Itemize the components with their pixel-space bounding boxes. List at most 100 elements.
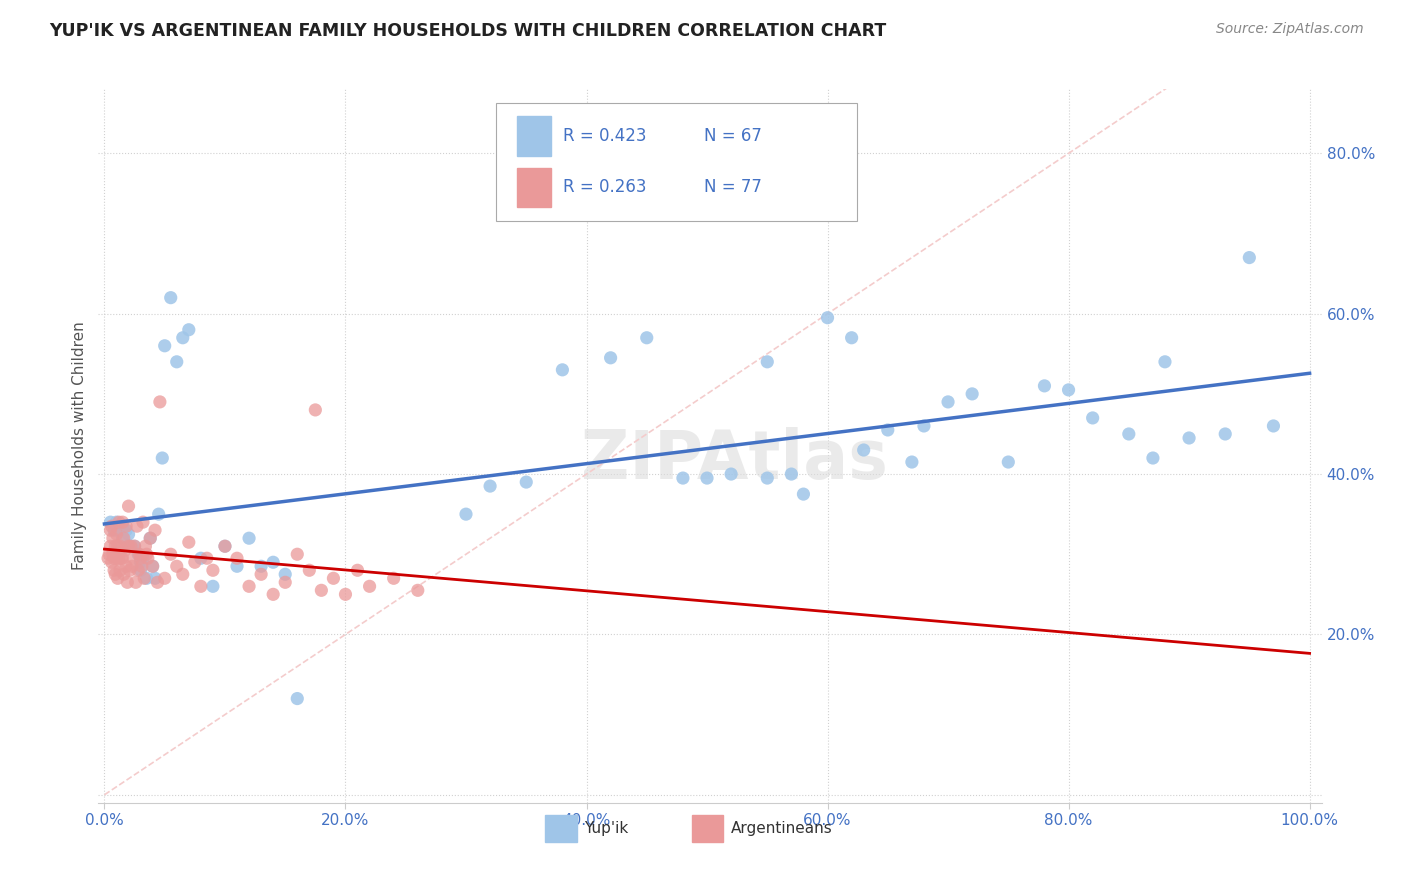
Point [406,583,429,598]
Point [107,539,129,553]
Point [104,539,127,553]
Point [111,531,134,545]
Point [817,310,839,325]
Point [134,571,156,585]
Point [190,551,212,566]
Point [134,539,156,553]
Point [124,539,146,553]
Point [172,567,194,582]
Point [143,523,166,537]
Point [115,519,138,533]
Point [262,587,284,601]
Point [159,291,181,305]
Point [177,535,200,549]
Point [780,467,803,481]
Point [335,587,357,601]
Point [121,559,143,574]
Point [108,515,131,529]
Point [135,547,157,561]
Point [756,355,779,369]
Text: ZIPAtlas: ZIPAtlas [581,427,889,493]
Bar [517,168,551,207]
Text: N = 67: N = 67 [704,127,762,145]
Point [139,531,162,545]
Point [720,467,742,481]
Point [1263,419,1285,434]
Point [1142,450,1164,465]
Point [201,579,224,593]
Y-axis label: Family Households with Children: Family Households with Children [72,322,87,570]
Point [1178,431,1201,445]
Text: Yup'ik: Yup'ik [583,821,628,836]
Point [636,331,658,345]
Point [148,507,170,521]
Point [346,563,368,577]
Point [201,563,224,577]
Point [599,351,621,365]
Point [135,571,157,585]
Point [100,539,122,553]
Point [876,423,898,437]
Point [124,539,146,553]
Point [515,475,537,489]
Point [125,519,148,533]
Point [117,539,139,553]
Point [177,323,200,337]
Point [114,543,136,558]
Point [359,579,381,593]
Point [226,551,249,566]
Point [166,355,188,369]
Text: Source: ZipAtlas.com: Source: ZipAtlas.com [1216,22,1364,37]
Point [214,539,236,553]
FancyBboxPatch shape [496,103,856,221]
Point [298,563,321,577]
Point [936,395,959,409]
Text: R = 0.263: R = 0.263 [564,178,647,196]
Point [311,583,333,598]
Point [792,487,814,501]
Point [172,331,194,345]
Point [136,551,159,566]
Point [122,551,145,566]
Point [100,523,122,537]
Point [960,387,983,401]
Point [146,575,169,590]
Point [100,515,122,529]
Point [101,547,124,561]
Point [997,455,1019,469]
Point [131,559,153,574]
Point [112,531,135,545]
Point [103,523,125,537]
Point [672,471,695,485]
Bar [546,815,576,842]
Point [112,567,135,582]
Point [115,523,138,537]
Point [100,519,122,533]
Point [117,527,139,541]
Point [127,547,149,561]
Point [128,547,150,561]
Point [274,567,297,582]
Point [322,571,344,585]
Point [100,555,122,569]
Point [108,539,131,553]
Point [117,539,139,553]
Text: Argentineans: Argentineans [731,821,832,836]
Point [103,551,125,566]
Point [139,531,162,545]
Point [115,559,138,574]
Point [153,339,176,353]
Point [382,571,405,585]
Point [105,515,128,529]
Point [117,499,139,513]
Point [107,571,129,585]
Point [120,539,142,553]
Point [98,547,121,561]
Point [111,515,134,529]
Point [1081,411,1104,425]
Point [110,551,132,566]
Point [142,559,165,574]
Point [97,551,120,566]
Point [1033,379,1056,393]
Point [108,563,131,577]
